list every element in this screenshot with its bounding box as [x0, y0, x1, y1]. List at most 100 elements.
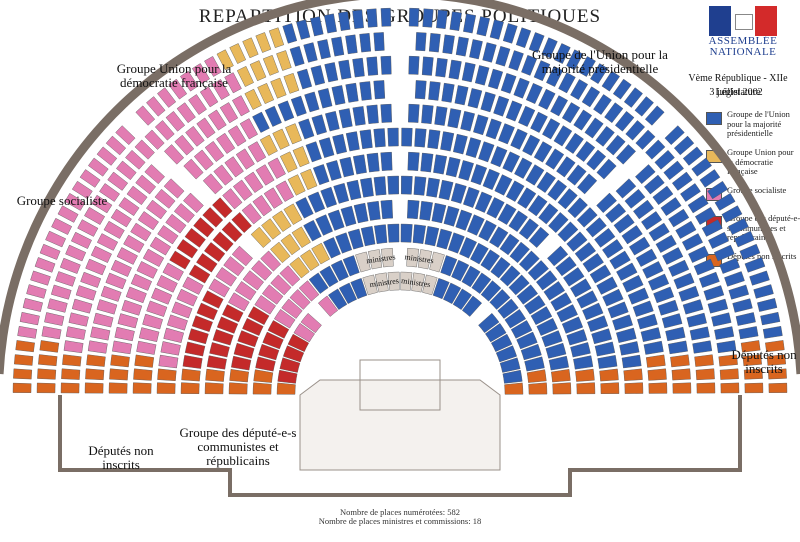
seat	[612, 314, 633, 331]
seat	[412, 224, 426, 244]
seat	[169, 250, 191, 270]
seat	[576, 207, 598, 228]
seat	[17, 325, 38, 339]
seat	[451, 259, 470, 282]
seat	[215, 267, 237, 287]
seat	[380, 55, 392, 75]
seat	[490, 333, 513, 352]
seat	[84, 206, 106, 225]
seat	[44, 312, 65, 326]
seat	[546, 66, 564, 87]
seat	[538, 88, 556, 110]
seat	[366, 8, 378, 28]
seat	[463, 186, 480, 208]
seat	[648, 273, 670, 291]
seat	[168, 78, 188, 100]
seat	[315, 214, 333, 236]
legend-label: Groupe socialiste	[727, 185, 787, 195]
seat	[407, 199, 420, 220]
seat	[493, 95, 510, 117]
seat	[691, 157, 712, 177]
seat	[236, 66, 254, 87]
seat	[317, 295, 339, 317]
seat	[272, 210, 292, 232]
seat	[595, 125, 615, 147]
seat	[257, 83, 275, 104]
seat	[126, 185, 148, 206]
seat	[151, 287, 173, 305]
seat	[387, 127, 399, 147]
seat	[319, 265, 339, 288]
seat	[130, 222, 152, 242]
seat	[121, 299, 143, 316]
seat	[467, 214, 485, 236]
seat	[64, 193, 86, 211]
seat	[698, 271, 720, 288]
seat	[30, 270, 51, 286]
seat	[716, 340, 737, 354]
seat	[688, 245, 710, 263]
seat	[162, 262, 184, 281]
seat	[252, 194, 273, 217]
seat	[524, 295, 546, 315]
seat	[663, 160, 684, 181]
seat	[298, 118, 315, 140]
ministres-label: ministres	[401, 276, 431, 289]
seat	[455, 209, 473, 231]
seat	[589, 264, 612, 284]
seat	[163, 178, 185, 199]
seat	[209, 342, 230, 358]
seat	[497, 203, 517, 225]
seat	[374, 272, 389, 293]
seat	[740, 340, 761, 353]
seat	[234, 281, 257, 301]
seat	[335, 232, 353, 254]
logo-line-1: ASSEMBLÉE	[708, 35, 778, 47]
seat	[482, 42, 497, 63]
seat	[478, 219, 497, 242]
seat	[287, 174, 306, 196]
seat	[518, 105, 536, 127]
seat	[708, 231, 729, 249]
seat	[480, 91, 496, 113]
seat	[555, 256, 577, 277]
seat	[185, 125, 205, 147]
seat	[516, 331, 538, 350]
seat	[711, 312, 732, 327]
seat	[510, 128, 528, 150]
seat	[435, 57, 448, 78]
seat	[303, 219, 322, 242]
seat	[400, 271, 413, 291]
seat	[443, 205, 460, 227]
seat	[291, 226, 311, 248]
seat	[582, 302, 604, 321]
seat	[320, 186, 337, 208]
seat	[553, 43, 571, 64]
seat	[421, 56, 434, 76]
seat	[408, 55, 420, 75]
seat	[387, 271, 400, 291]
seat	[47, 298, 68, 313]
seat	[118, 197, 140, 217]
seat	[93, 312, 114, 328]
seat	[224, 156, 244, 178]
seat	[695, 368, 715, 381]
seat	[713, 244, 735, 262]
seat	[400, 223, 413, 243]
seat	[280, 233, 301, 256]
seat	[296, 68, 313, 90]
seat	[590, 63, 609, 84]
seat	[84, 382, 104, 394]
seat	[721, 205, 743, 223]
floor-outline	[58, 395, 742, 497]
seat	[460, 111, 475, 132]
seat	[196, 117, 216, 139]
seat	[657, 299, 679, 316]
seat	[733, 230, 755, 248]
seat	[326, 160, 342, 181]
seat	[445, 156, 461, 178]
seat	[635, 129, 656, 150]
seat	[290, 95, 307, 117]
seat	[476, 16, 491, 37]
seat	[144, 129, 165, 150]
